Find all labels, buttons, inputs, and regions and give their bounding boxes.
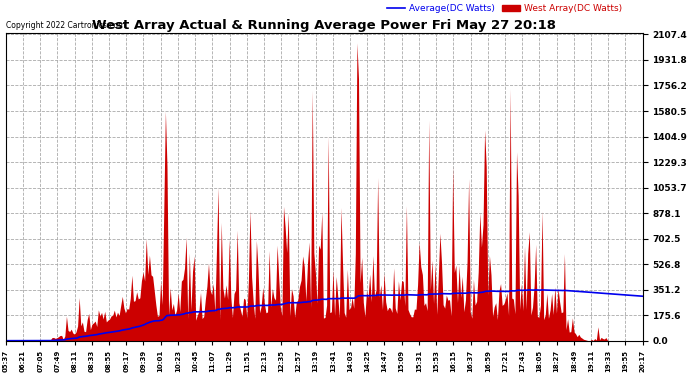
Text: Copyright 2022 Cartronics.com: Copyright 2022 Cartronics.com (6, 21, 126, 30)
Title: West Array Actual & Running Average Power Fri May 27 20:18: West Array Actual & Running Average Powe… (92, 19, 556, 32)
Legend: Average(DC Watts), West Array(DC Watts): Average(DC Watts), West Array(DC Watts) (384, 0, 625, 17)
